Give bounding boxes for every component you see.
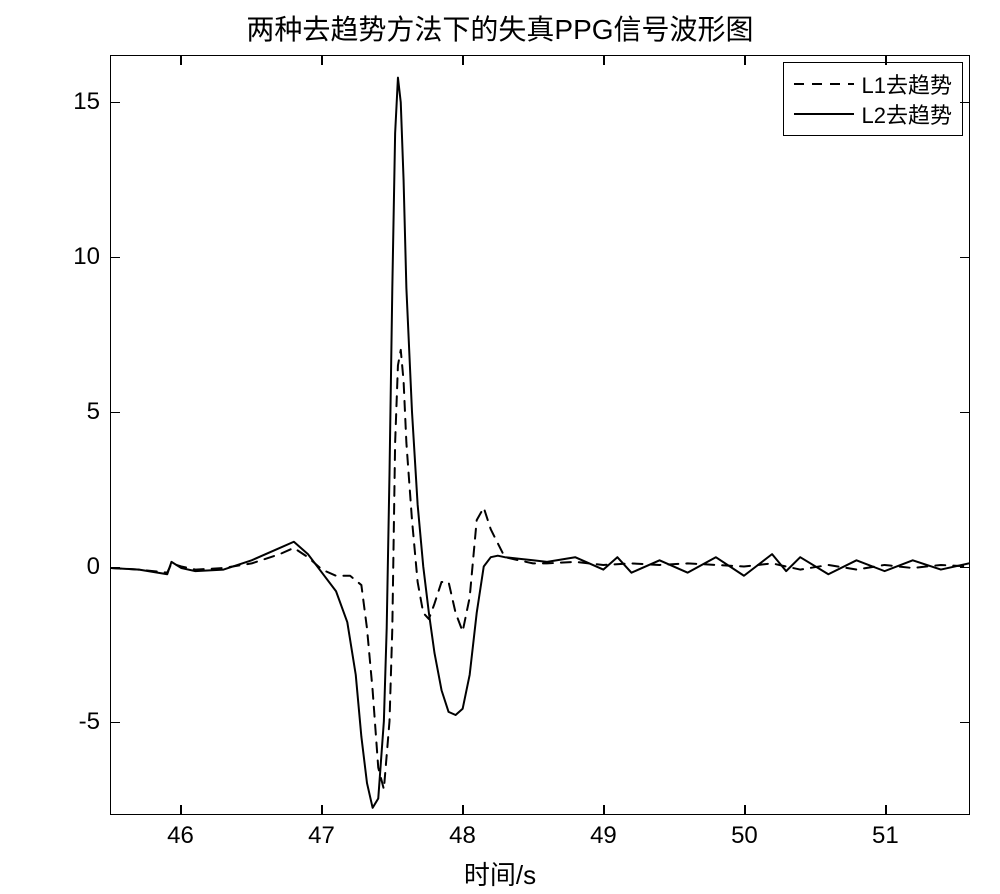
series-L2去趋势 xyxy=(111,78,969,808)
ytick-mark xyxy=(960,102,970,104)
xtick-mark xyxy=(321,55,323,65)
ytick-mark xyxy=(960,412,970,414)
xtick-mark xyxy=(321,805,323,815)
ytick-label: 10 xyxy=(20,243,100,271)
legend-swatch-l2 xyxy=(794,104,854,124)
xtick-label: 48 xyxy=(432,822,492,850)
xtick-label: 49 xyxy=(573,822,633,850)
ytick-mark xyxy=(960,567,970,569)
ytick-mark xyxy=(960,722,970,724)
ytick-label: 5 xyxy=(20,398,100,426)
legend: L1去趋势 L2去趋势 xyxy=(783,62,963,136)
xtick-label: 47 xyxy=(291,822,351,850)
xtick-label: 46 xyxy=(150,822,210,850)
xtick-mark xyxy=(603,55,605,65)
xtick-mark xyxy=(744,55,746,65)
xtick-mark xyxy=(180,805,182,815)
legend-item-l2: L2去趋势 xyxy=(794,99,952,129)
chart-title: 两种去趋势方法下的失真PPG信号波形图 xyxy=(0,8,1000,48)
xtick-mark xyxy=(180,55,182,65)
ytick-mark xyxy=(960,257,970,259)
ytick-label: 15 xyxy=(20,88,100,116)
ytick-mark xyxy=(110,722,120,724)
legend-label-l2: L2去趋势 xyxy=(862,98,952,130)
legend-swatch-l1 xyxy=(794,74,854,94)
ytick-label: -5 xyxy=(20,708,100,736)
xtick-mark xyxy=(462,55,464,65)
ytick-mark xyxy=(110,412,120,414)
ytick-mark xyxy=(110,567,120,569)
plot-area: L1去趋势 L2去趋势 xyxy=(110,55,970,815)
xtick-mark xyxy=(885,805,887,815)
xtick-mark xyxy=(885,55,887,65)
xtick-mark xyxy=(744,805,746,815)
figure: 两种去趋势方法下的失真PPG信号波形图 L1去趋势 L2去趋势 -5 0 5 10 15… xyxy=(0,0,1000,894)
xtick-label: 50 xyxy=(714,822,774,850)
xtick-mark xyxy=(462,805,464,815)
legend-item-l1: L1去趋势 xyxy=(794,69,952,99)
xtick-label: 51 xyxy=(855,822,915,850)
ytick-mark xyxy=(110,102,120,104)
series-L1去趋势 xyxy=(111,350,969,789)
plot-svg xyxy=(111,56,969,814)
x-axis-label: 时间/s xyxy=(0,855,1000,892)
legend-label-l1: L1去趋势 xyxy=(862,68,952,100)
ytick-mark xyxy=(110,257,120,259)
xtick-mark xyxy=(603,805,605,815)
ytick-label: 0 xyxy=(20,553,100,581)
